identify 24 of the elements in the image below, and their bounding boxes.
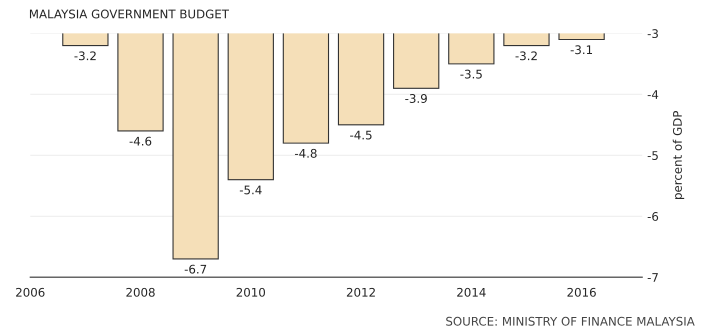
x-tick-label: 2008	[126, 288, 155, 297]
y-tick-label: -5	[648, 151, 658, 160]
data-label: -6.7	[184, 264, 206, 274]
data-label: -3.2	[74, 51, 96, 60]
data-label: -4.5	[350, 130, 372, 140]
data-label: -3.2	[516, 51, 537, 60]
data-label: -5.4	[240, 186, 262, 194]
data-label: -3.1	[570, 45, 592, 54]
x-tick-label: 2014	[457, 288, 486, 297]
data-label: -3.9	[405, 94, 427, 103]
x-tick-label: 2012	[346, 288, 375, 297]
data-label: -4.6	[130, 136, 152, 146]
chart-title: MALAYSIA GOVERNMENT BUDGET	[30, 10, 230, 18]
source-note: SOURCE: MINISTRY OF FINANCE MALAYSIA	[446, 316, 695, 326]
data-label: -4.8	[294, 148, 317, 158]
y-tick-label: -6	[648, 212, 658, 221]
x-tick-label: 2010	[236, 288, 266, 297]
data-label: -3.5	[460, 70, 482, 79]
y-tick-label: -3	[648, 29, 658, 38]
y-tick-label: -4	[648, 90, 658, 99]
x-tick-label: 2006	[16, 288, 45, 297]
y-axis-title: percent of GDP	[672, 110, 684, 199]
x-tick-label: 2016	[567, 288, 596, 297]
y-tick-label: -7	[648, 273, 658, 282]
